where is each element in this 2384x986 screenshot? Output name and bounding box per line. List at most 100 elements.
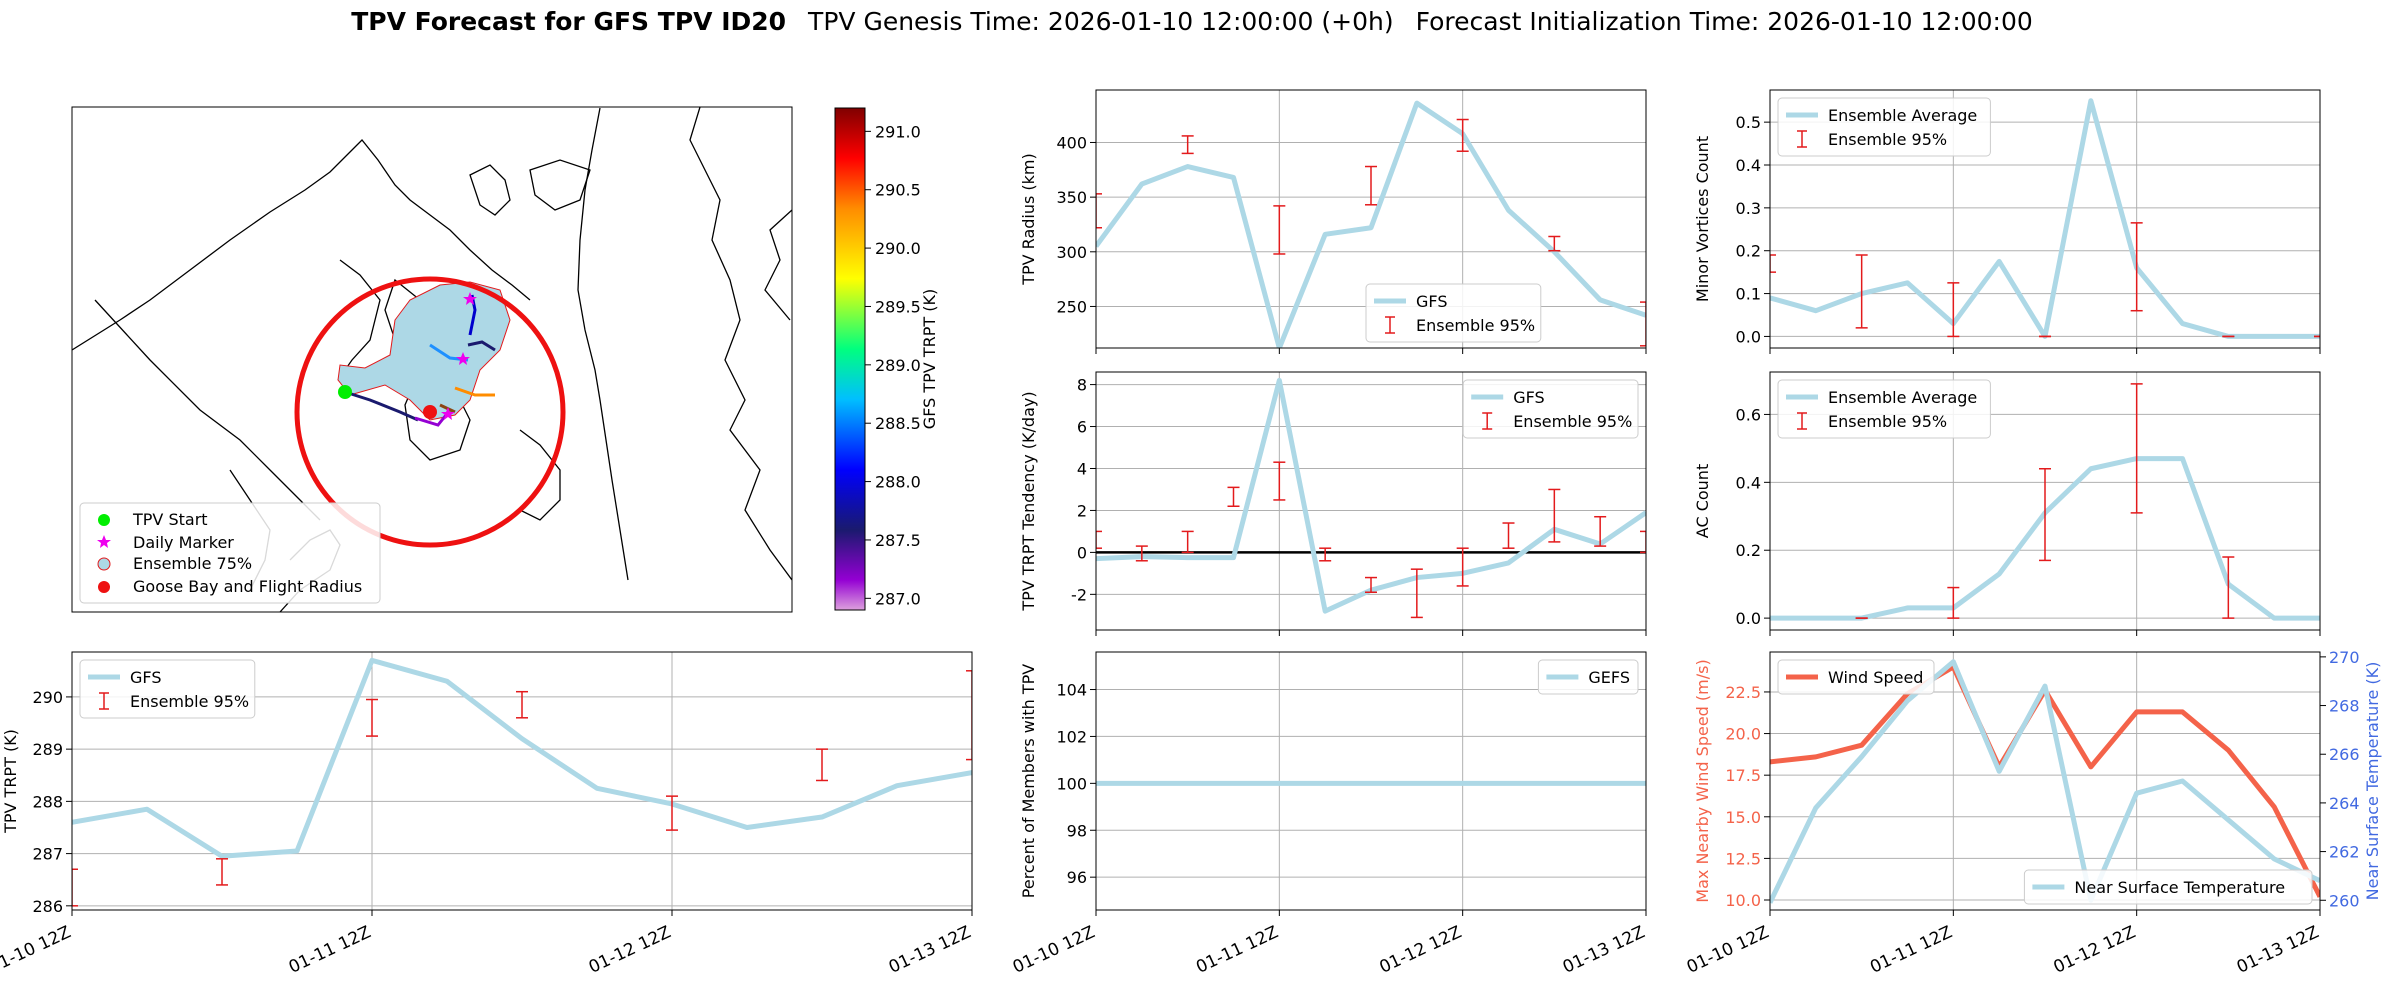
legend-errorbar-icon xyxy=(1385,316,1395,334)
goose-bay-marker xyxy=(423,405,437,419)
legend-label: GEFS xyxy=(1588,668,1630,687)
legend-goosebay: Goose Bay and Flight Radius xyxy=(133,577,362,596)
ensemble-95-errorbar xyxy=(2222,556,2235,619)
y-tick-label: 102 xyxy=(1056,727,1087,746)
chart-legend: Ensemble Average Ensemble 95% xyxy=(1777,379,1991,439)
ensemble-95-errorbar xyxy=(1855,254,1868,329)
ensemble-95-errorbar xyxy=(1319,547,1332,562)
flight-radius-circle xyxy=(294,276,566,548)
y-axis-label: TPV TRPT (K) xyxy=(1,729,20,834)
ensemble-95-errorbar xyxy=(1273,461,1286,501)
legend-start: TPV Start xyxy=(132,510,208,529)
legend-ens75-icon xyxy=(97,557,111,571)
chart-legend: Wind Speed xyxy=(1777,659,1935,695)
axes-frame xyxy=(1769,371,2321,631)
legend-daily-icon xyxy=(97,535,111,548)
ensemble-95-errorbar xyxy=(1096,530,1102,549)
legend-label: Ensemble 95% xyxy=(130,692,249,711)
ensemble-95-errorbar xyxy=(1947,282,1960,338)
y-tick-label: 6 xyxy=(1077,418,1087,437)
legend-box xyxy=(1537,659,1639,695)
colorbar-tick-label: 287.0 xyxy=(875,589,921,608)
y-tick-label: 2 xyxy=(1077,501,1087,520)
legend-label: Ensemble 95% xyxy=(1416,316,1535,335)
legend-box xyxy=(1777,379,1991,439)
y-tick-label: 96 xyxy=(1067,868,1087,887)
legend-label: Ensemble Average xyxy=(1828,388,1977,407)
tpv-start-marker xyxy=(338,385,352,399)
axes-frame xyxy=(1769,651,2321,911)
chart-minor: 0.0 0.1 0.2 0.3 0.4 0.5 Minor Vortices Count En… xyxy=(1693,89,2321,354)
title-genesis: TPV Genesis Time: 2026-01-10 12:00:00 (+… xyxy=(807,7,1394,36)
x-tick-label: 01-11 12Z xyxy=(1193,922,1281,977)
legend-label: Ensemble Average xyxy=(1828,106,1977,125)
y-tick-label: 10.0 xyxy=(1725,891,1761,910)
ensemble-95-errorbar xyxy=(1135,545,1148,562)
legend-label: Ensemble 95% xyxy=(1513,412,1632,431)
y-axis-label: TPV Radius (km) xyxy=(1019,153,1038,286)
legend-label: Ensemble 95% xyxy=(1828,412,1947,431)
chart-legend: GEFS xyxy=(1537,659,1639,695)
ensemble-95-errorbar xyxy=(1181,135,1194,155)
x-tick-label: 01-10 12Z xyxy=(1010,922,1098,977)
x-tick-label: 01-10 12Z xyxy=(1684,922,1772,977)
legend-label: GFS xyxy=(1513,388,1544,407)
legend-box xyxy=(79,659,256,719)
chart-legend: GFS Ensemble 95% xyxy=(79,659,256,719)
ensemble-95-errorbar xyxy=(2039,468,2051,562)
colorbar-gradient xyxy=(834,107,866,611)
legend-label: Ensemble 95% xyxy=(1828,130,1947,149)
legend-box xyxy=(1462,379,1639,439)
legend-goosebay-icon xyxy=(98,581,110,593)
y-tick-label: 0.6 xyxy=(1736,405,1761,424)
y-tick-label: 287 xyxy=(32,845,63,864)
colorbar-tick-label: 290.5 xyxy=(875,181,921,200)
y-tick-label: 20.0 xyxy=(1725,725,1761,744)
title-init: Forecast Initialization Time: 2026-01-10… xyxy=(1416,7,2033,36)
colorbar-tick-label: 288.5 xyxy=(875,414,921,433)
ensemble-95-errorbar xyxy=(72,868,78,907)
colorbar-tick-label: 289.0 xyxy=(875,356,921,375)
title-bold: TPV Forecast for GFS TPV ID20 xyxy=(351,7,786,36)
x-tick-label: 01-11 12Z xyxy=(286,922,374,977)
y-tick-label: 0.4 xyxy=(1736,156,1761,175)
chart-legend: Ensemble Average Ensemble 95% xyxy=(1777,97,1991,157)
ensemble-95-errorbar xyxy=(1456,118,1469,152)
y-tick-label: 400 xyxy=(1056,133,1087,152)
legend-label: Wind Speed xyxy=(1828,668,1923,687)
y-tick-label: 300 xyxy=(1056,243,1087,262)
y-tick-label: 15.0 xyxy=(1725,808,1761,827)
legend-start-icon xyxy=(98,514,110,526)
axes-frame xyxy=(1095,89,1647,349)
y2-axis-label: Near Surface Temperature (K) xyxy=(2363,662,2382,901)
y2-tick-label: 268 xyxy=(2329,697,2360,716)
series-line-gfs xyxy=(72,657,972,859)
y2-tick-label: 260 xyxy=(2329,891,2360,910)
y-tick-label: 0.4 xyxy=(1736,473,1761,492)
chart-legend: GFS Ensemble 95% xyxy=(1462,379,1639,439)
colorbar-label: GFS TPV TRPT (K) xyxy=(920,289,939,429)
y-tick-label: 0.1 xyxy=(1736,285,1761,304)
x-tick-label: 01-11 12Z xyxy=(1867,922,1955,977)
daily-marker xyxy=(441,407,455,420)
ensemble-95-errorbar xyxy=(1227,486,1240,507)
plot-area xyxy=(72,657,972,907)
colorbar-tick-label: 288.0 xyxy=(875,473,921,492)
ensemble-95-errorbar xyxy=(366,698,378,737)
chart-pct: 96 98 100 102 104 Percent of Members with TPV… xyxy=(1010,651,1648,978)
legend-label: Near Surface Temperature xyxy=(2074,878,2285,897)
y-tick-label: 0.5 xyxy=(1736,113,1761,132)
x-tick-label: 01-13 12Z xyxy=(886,922,974,977)
y-tick-label: 4 xyxy=(1077,459,1087,478)
ensemble-95-errorbar xyxy=(966,670,972,761)
y2-tick-label: 264 xyxy=(2329,794,2360,813)
y-tick-label: -2 xyxy=(1071,585,1087,604)
x-tick-label: 01-10 12Z xyxy=(0,922,74,977)
ensemble-95-errorbar xyxy=(1548,235,1561,252)
chart-legend: Near Surface Temperature xyxy=(2023,869,2313,905)
y2-tick-label: 266 xyxy=(2329,745,2360,764)
daily-marker xyxy=(456,352,470,365)
x-tick-label: 01-12 12Z xyxy=(586,922,674,977)
legend-box xyxy=(1777,97,1991,157)
series-line-gfs xyxy=(1096,100,1646,348)
